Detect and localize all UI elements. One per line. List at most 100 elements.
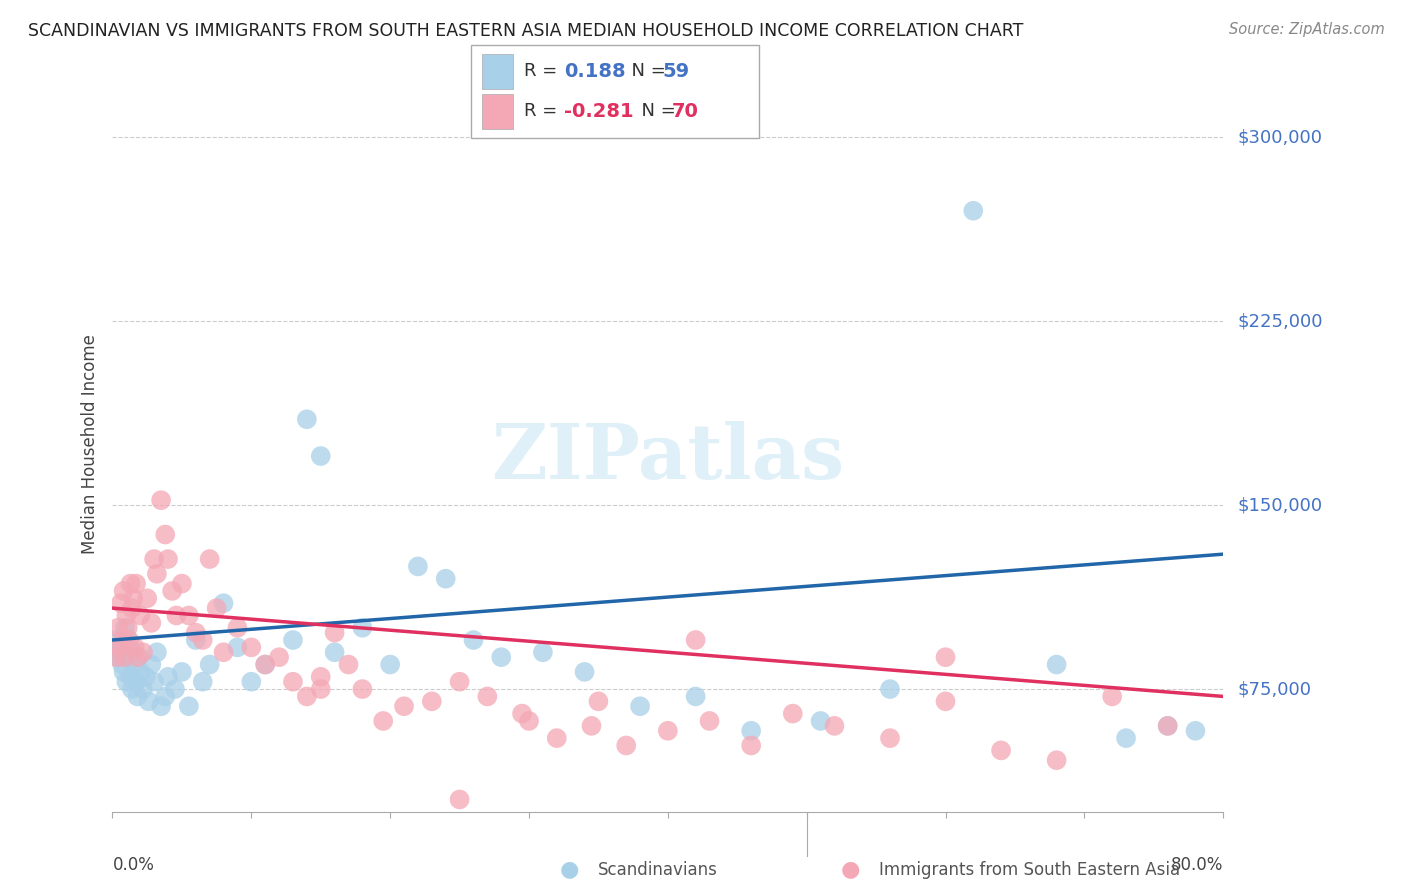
Point — [136, 591, 159, 606]
Point — [112, 665, 135, 679]
Point — [212, 645, 235, 659]
Point — [132, 645, 155, 659]
Point — [477, 690, 499, 704]
Point — [295, 690, 318, 704]
Point — [115, 608, 138, 623]
Point — [191, 674, 214, 689]
Point — [226, 621, 249, 635]
Point — [177, 699, 200, 714]
Point — [392, 699, 415, 714]
Point — [449, 792, 471, 806]
Point — [120, 670, 142, 684]
Text: 0.0%: 0.0% — [112, 856, 155, 874]
Point — [198, 552, 221, 566]
Point — [434, 572, 457, 586]
Text: 80.0%: 80.0% — [1171, 856, 1223, 874]
Text: R =: R = — [524, 62, 564, 80]
Point — [685, 633, 707, 648]
Point — [124, 640, 146, 655]
Point — [125, 576, 148, 591]
Text: Source: ZipAtlas.com: Source: ZipAtlas.com — [1229, 22, 1385, 37]
Text: ●: ● — [841, 860, 860, 880]
Point — [281, 633, 304, 648]
Point — [574, 665, 596, 679]
Point — [934, 650, 956, 665]
Point — [122, 645, 145, 659]
Point — [121, 681, 143, 696]
Point — [184, 625, 207, 640]
Point — [491, 650, 513, 665]
Text: 0.188: 0.188 — [564, 62, 626, 81]
Text: $75,000: $75,000 — [1237, 680, 1312, 698]
Point — [107, 645, 129, 659]
Point — [150, 699, 173, 714]
Point — [191, 633, 214, 648]
Point — [127, 690, 149, 704]
Text: ZIPatlas: ZIPatlas — [491, 422, 845, 495]
Point — [1115, 731, 1137, 746]
Point — [165, 608, 187, 623]
Point — [699, 714, 721, 728]
Point — [879, 681, 901, 696]
Point — [184, 633, 207, 648]
Point — [373, 714, 395, 728]
Point — [934, 694, 956, 708]
Point — [155, 527, 177, 541]
Point — [380, 657, 402, 672]
Text: Scandinavians: Scandinavians — [598, 861, 717, 879]
Point — [1156, 719, 1178, 733]
Point — [135, 670, 157, 684]
Point — [117, 621, 139, 635]
Point — [143, 552, 166, 566]
Point — [205, 601, 228, 615]
Point — [546, 731, 568, 746]
Point — [1045, 657, 1069, 672]
Point — [143, 674, 166, 689]
Text: SCANDINAVIAN VS IMMIGRANTS FROM SOUTH EASTERN ASIA MEDIAN HOUSEHOLD INCOME CORRE: SCANDINAVIAN VS IMMIGRANTS FROM SOUTH EA… — [28, 22, 1024, 40]
Point — [614, 739, 637, 753]
Point — [118, 633, 141, 648]
Point — [824, 719, 846, 733]
Point — [990, 743, 1012, 757]
Point — [108, 650, 131, 665]
Text: 59: 59 — [662, 62, 689, 81]
Point — [155, 690, 177, 704]
Text: N =: N = — [630, 103, 682, 120]
Point — [111, 657, 134, 672]
Point — [588, 694, 610, 708]
Text: R =: R = — [524, 103, 564, 120]
Point — [962, 203, 984, 218]
Point — [810, 714, 832, 728]
Point — [114, 650, 136, 665]
Point — [352, 681, 374, 696]
Point — [740, 739, 762, 753]
Point — [129, 608, 152, 623]
Point — [125, 674, 148, 689]
Point — [105, 650, 128, 665]
Point — [352, 621, 374, 635]
Point — [170, 576, 193, 591]
Text: -0.281: -0.281 — [564, 102, 634, 121]
Point — [657, 723, 679, 738]
Point — [129, 665, 152, 679]
Point — [581, 719, 603, 733]
Point — [111, 633, 134, 648]
Point — [254, 657, 277, 672]
Point — [146, 566, 169, 581]
Point — [117, 633, 139, 648]
Point — [782, 706, 804, 721]
Point — [420, 694, 443, 708]
Point — [170, 665, 193, 679]
Text: N =: N = — [620, 62, 672, 80]
Point — [108, 640, 131, 655]
Text: $225,000: $225,000 — [1237, 312, 1323, 330]
Point — [112, 583, 135, 598]
Point — [107, 621, 129, 635]
Point — [177, 608, 200, 623]
Point — [531, 645, 554, 659]
Point — [510, 706, 533, 721]
Point — [118, 650, 141, 665]
Point — [198, 657, 221, 672]
Point — [406, 559, 429, 574]
Y-axis label: Median Household Income: Median Household Income — [80, 334, 98, 554]
